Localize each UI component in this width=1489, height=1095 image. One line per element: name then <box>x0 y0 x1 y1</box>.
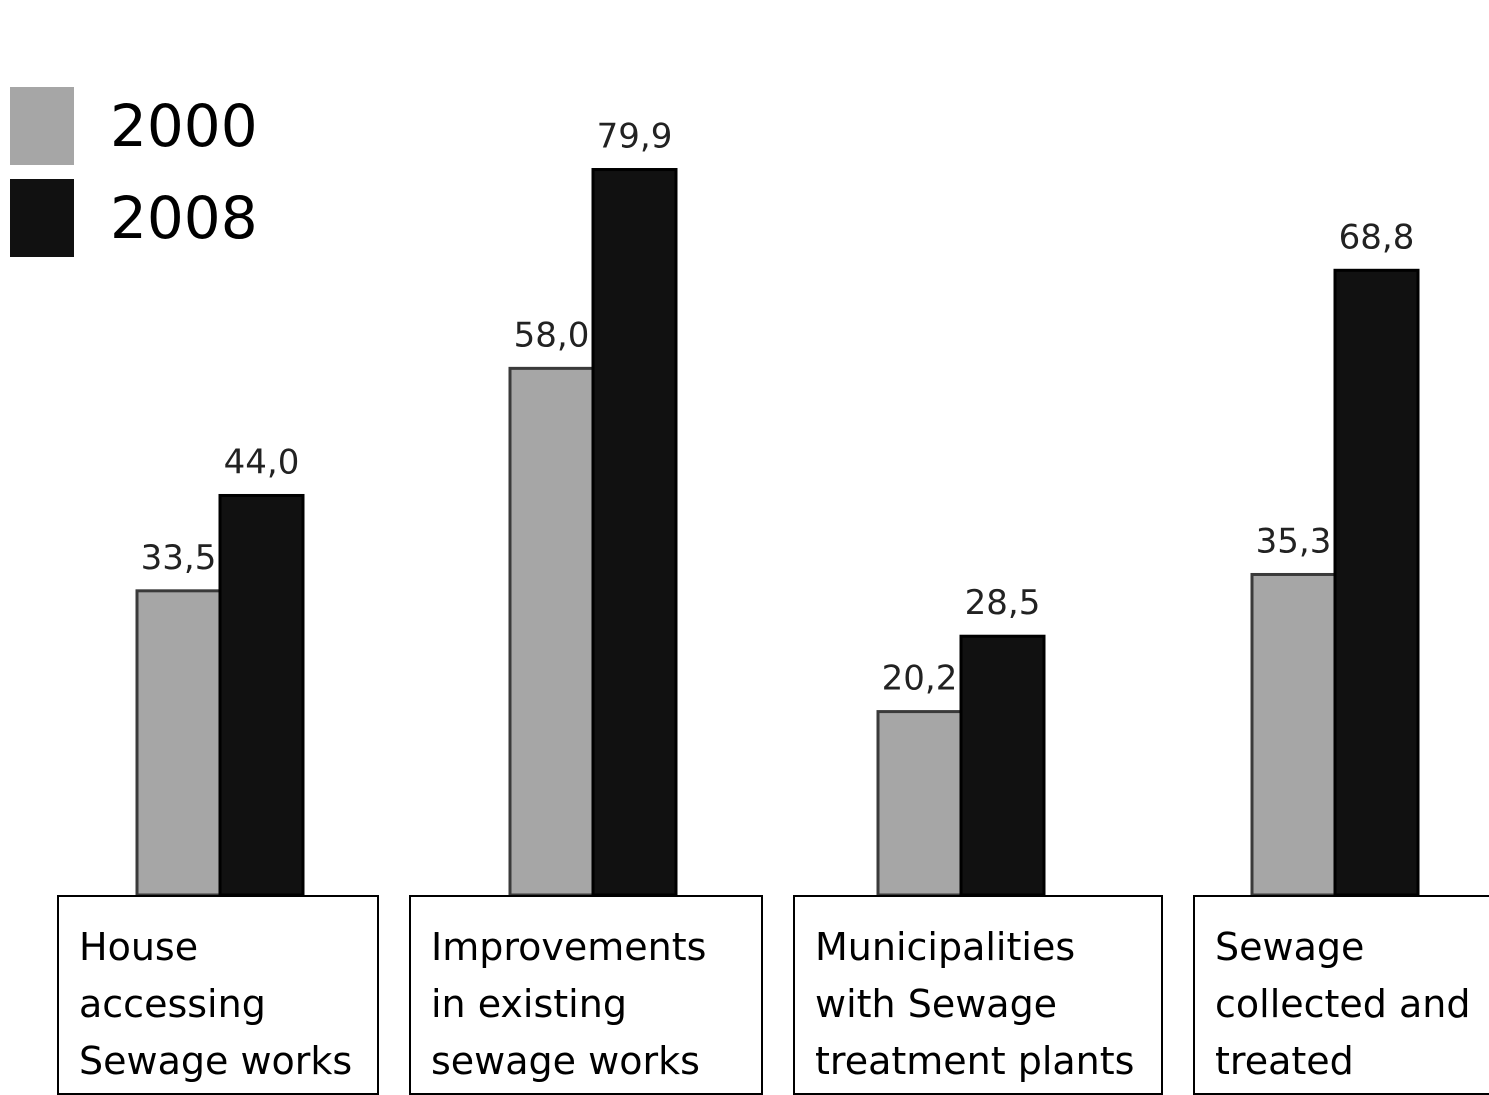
data-label-2000-3: 35,3 <box>1256 521 1332 561</box>
bar-2000-0 <box>135 589 222 897</box>
legend-swatch-2008 <box>10 179 74 257</box>
data-label-2008-2: 28,5 <box>965 583 1041 623</box>
category-box-improvements: Improvements in existing sewage works <box>409 895 763 1095</box>
data-label-2008-1: 79,9 <box>597 117 673 157</box>
bar-2000-1 <box>508 366 595 897</box>
legend-item-2008: 2008 <box>10 172 258 264</box>
bar-2008-2 <box>959 634 1046 897</box>
bar-2000-2 <box>876 710 963 897</box>
bar-2008-3 <box>1333 268 1420 897</box>
data-label-2000-1: 58,0 <box>514 315 590 355</box>
bar-2000-3 <box>1250 572 1337 897</box>
category-box-municipalities: Municipalities with Sewage treatment pla… <box>793 895 1163 1095</box>
category-label: House accessing Sewage works <box>79 925 353 1083</box>
category-label: Municipalities with Sewage treatment pla… <box>815 925 1135 1083</box>
data-label-2008-0: 44,0 <box>224 442 300 482</box>
data-label-2000-0: 33,5 <box>141 538 217 578</box>
data-label-2008-3: 68,8 <box>1339 217 1415 257</box>
category-box-house-access: House accessing Sewage works <box>57 895 379 1095</box>
legend: 2000 2008 <box>10 80 258 264</box>
category-label: Sewage collected and treated <box>1215 925 1471 1083</box>
bar-2008-1 <box>591 168 678 897</box>
category-label: Improvements in existing sewage works <box>431 925 707 1083</box>
bar-2008-0 <box>218 493 305 897</box>
legend-label-2000: 2000 <box>110 92 258 160</box>
legend-item-2000: 2000 <box>10 80 258 172</box>
legend-label-2008: 2008 <box>110 184 258 252</box>
data-label-2000-2: 20,2 <box>882 659 958 699</box>
category-box-sewage-treated: Sewage collected and treated <box>1193 895 1489 1095</box>
legend-swatch-2000 <box>10 87 74 165</box>
